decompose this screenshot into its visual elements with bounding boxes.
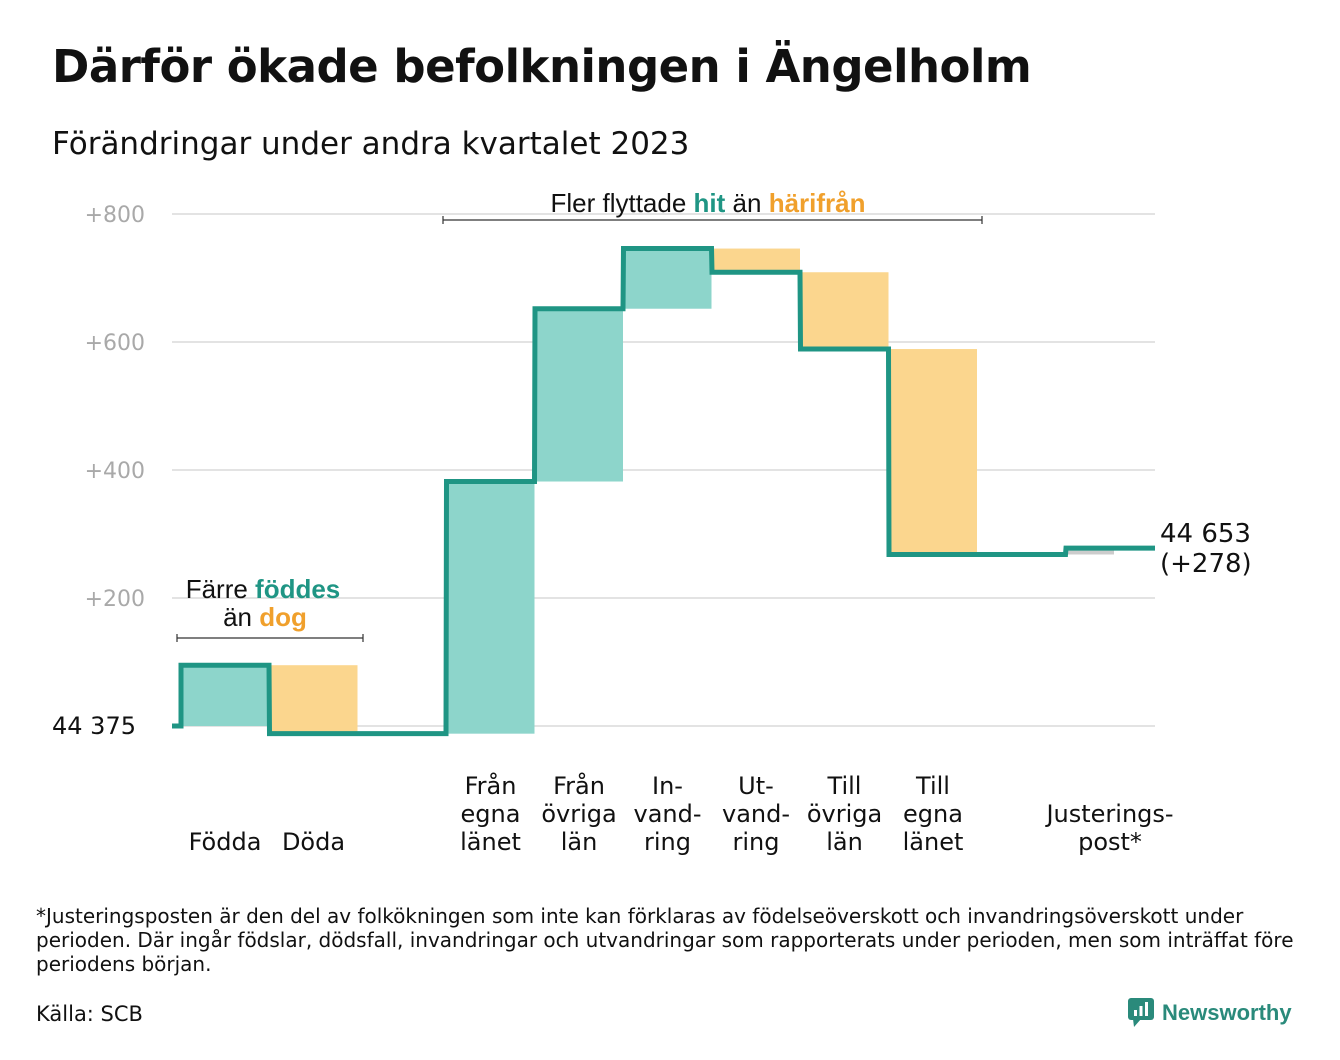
annotation-segment: än	[223, 602, 259, 632]
bar-increase	[535, 308, 623, 482]
start-value-label: 44 375	[52, 712, 136, 740]
chart-subtitle: Förändringar under andra kvartalet 2023	[52, 126, 690, 162]
category-label: vand-	[722, 800, 790, 828]
y-tick-label: +800	[85, 203, 145, 228]
category-label: post*	[1078, 828, 1142, 856]
chart-bubble-icon	[1128, 998, 1154, 1027]
y-tick-label: +200	[85, 587, 145, 612]
annotation-segment: än	[725, 188, 768, 218]
logo-text: Newsworthy	[1162, 1000, 1292, 1025]
category-label: län	[826, 828, 863, 856]
category-label: Födda	[189, 828, 262, 856]
category-label: Från	[465, 771, 517, 800]
cumulative-step-line	[172, 246, 1155, 737]
newsworthy-logo: Newsworthy	[1128, 998, 1292, 1028]
category-label: egna	[461, 800, 521, 828]
category-label: vand-	[633, 800, 701, 828]
annotation-segment: hit	[694, 188, 726, 218]
category-label: länet	[903, 828, 964, 856]
bar-increase	[181, 665, 269, 726]
bar-adjustment	[1068, 548, 1114, 555]
annotation-segment: föddes	[255, 574, 340, 604]
category-label: ring	[644, 828, 691, 856]
annotation-segment: dog	[259, 602, 307, 632]
bars	[181, 248, 1114, 734]
end-change-label: (+278)	[1160, 549, 1252, 579]
category-label: län	[561, 828, 598, 856]
category-label: Justerings-	[1044, 800, 1173, 828]
bar-increase	[623, 248, 712, 309]
category-label: egna	[903, 800, 963, 828]
annotation-segment: Färre	[186, 574, 255, 604]
y-tick-label: +400	[85, 459, 145, 484]
category-label: In-	[652, 772, 683, 800]
category-label: Döda	[282, 828, 345, 856]
source-text: Källa: SCB	[36, 1002, 143, 1026]
chart-title: Därför ökade befolkningen i Ängelholm	[52, 40, 1032, 93]
annotation-segment: härifrån	[769, 188, 866, 218]
category-label: ring	[733, 828, 780, 856]
annotation-births-bracket	[176, 634, 364, 642]
end-value-label: 44 653	[1160, 519, 1251, 549]
bar-increase	[446, 481, 535, 734]
annotation-births-line1: Färre föddes	[186, 574, 341, 604]
bar-decrease	[889, 349, 977, 555]
annotation-segment: Fler flyttade	[550, 188, 693, 218]
annotation-births-line2: än dog	[223, 602, 307, 632]
annotation-moves-line: Fler flyttade hit än härifrån	[550, 188, 865, 218]
category-label: Till	[915, 772, 950, 800]
category-label: övriga	[541, 800, 616, 828]
category-label: Till	[827, 772, 862, 800]
category-label: Ut-	[738, 772, 774, 800]
annotation-moves-bracket	[442, 216, 983, 224]
bar-decrease	[712, 248, 800, 273]
category-label: länet	[460, 828, 521, 856]
y-tick-label: +600	[85, 331, 145, 356]
category-label: övriga	[807, 800, 882, 828]
footnote: *Justeringsposten är den del av folkökni…	[36, 904, 1294, 976]
bar-decrease	[269, 665, 358, 734]
category-label: Från	[553, 771, 605, 800]
bar-decrease	[800, 272, 889, 350]
